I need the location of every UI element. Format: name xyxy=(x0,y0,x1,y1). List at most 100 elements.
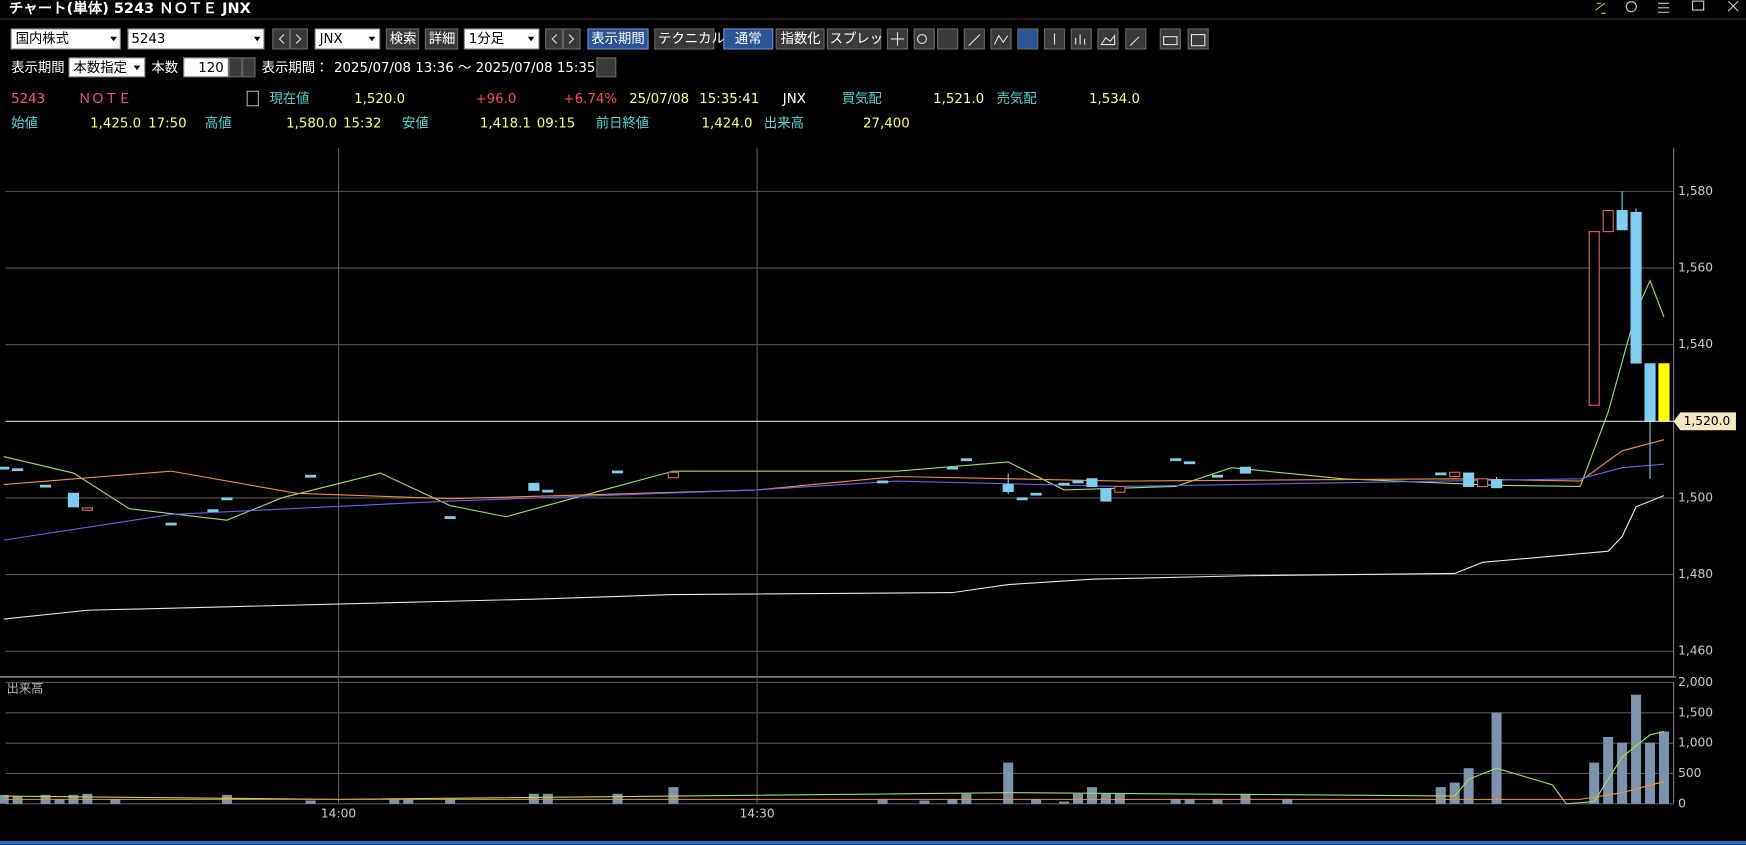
indicator-line xyxy=(3,781,1665,800)
change-value: +96.0 xyxy=(475,92,516,107)
volume-bar xyxy=(1170,799,1181,804)
volume-bar xyxy=(1086,787,1097,804)
interval-select[interactable] xyxy=(463,28,540,50)
high-label: 高値 xyxy=(205,115,232,132)
volume-bar xyxy=(1003,762,1014,804)
candle-body xyxy=(1630,211,1642,364)
volume-bar xyxy=(1491,712,1502,804)
spread-button-text[interactable]: スプレッド xyxy=(830,31,897,47)
range-label: 表示期間： xyxy=(262,60,329,76)
volume-bar xyxy=(1603,737,1614,804)
volume-bar xyxy=(1463,768,1474,804)
toolbar: 国内株式 5243 JNX 検索 詳細 1分足 表示期間 テクニカル 通常 指数… xyxy=(10,28,1209,50)
volume-value: 27,400 xyxy=(863,117,910,132)
search-icon[interactable] xyxy=(1625,1,1637,13)
interval-select-text[interactable]: 1分足 xyxy=(469,31,504,47)
volume-bar xyxy=(445,799,456,804)
mode-select[interactable] xyxy=(68,57,146,78)
normal-button-text[interactable]: 通常 xyxy=(735,31,762,47)
prev-button[interactable] xyxy=(545,28,563,50)
y-tick-label: 1,460 xyxy=(1678,644,1713,658)
candle-body xyxy=(305,474,317,478)
candle-body xyxy=(960,458,972,462)
volume-bar xyxy=(877,799,888,804)
indexed-button[interactable] xyxy=(775,28,825,50)
volume-bar xyxy=(1100,793,1111,804)
candle-body xyxy=(542,489,554,493)
volume-bar xyxy=(1645,742,1656,804)
market-select-text[interactable]: 国内株式 xyxy=(16,31,69,47)
market-select[interactable] xyxy=(10,28,121,50)
code-input[interactable] xyxy=(127,28,265,50)
dropdown-arrow xyxy=(110,36,117,42)
period-button-text[interactable]: 表示期間 xyxy=(591,31,644,47)
volume-bar xyxy=(961,793,972,804)
volume-bar xyxy=(1240,793,1251,804)
high-time: 15:32 xyxy=(343,117,382,132)
candle-body xyxy=(877,480,889,484)
volume-bar xyxy=(54,799,65,804)
volume-bar xyxy=(612,793,623,804)
detail-button-text[interactable]: 詳細 xyxy=(429,31,456,47)
close-icon[interactable] xyxy=(1727,0,1739,12)
search-button[interactable] xyxy=(385,28,420,50)
restore-icon[interactable] xyxy=(1691,0,1705,11)
tool-button[interactable] xyxy=(913,28,935,50)
prev-button[interactable] xyxy=(272,28,291,50)
change-pct: +6.74% xyxy=(563,92,617,107)
menu-icon[interactable] xyxy=(1658,2,1670,13)
tool-icons[interactable] xyxy=(886,28,1209,50)
memo-icon[interactable] xyxy=(246,90,259,107)
tool-button[interactable] xyxy=(963,28,985,50)
count-input[interactable] xyxy=(183,57,229,78)
tool-button[interactable] xyxy=(1070,28,1092,50)
window-title: チャート(単体) 5243 ＮＯＴＥ JNX xyxy=(9,0,251,17)
detail-button[interactable] xyxy=(424,28,459,50)
spin-down[interactable] xyxy=(228,57,243,78)
candle-body xyxy=(39,484,52,488)
next-button[interactable] xyxy=(290,28,308,50)
candle-body xyxy=(1100,488,1112,502)
code-input-text[interactable]: 5243 xyxy=(131,32,165,47)
mode-select-text[interactable]: 本数指定 xyxy=(73,60,126,76)
volume-bar xyxy=(389,799,400,804)
next-button[interactable] xyxy=(562,28,581,50)
link-icon[interactable] xyxy=(1595,2,1606,14)
return-button[interactable] xyxy=(596,57,617,78)
tool-button[interactable] xyxy=(1017,28,1039,50)
period-label: 表示期間 xyxy=(11,60,64,76)
tool-button[interactable] xyxy=(1125,28,1147,50)
period-button[interactable] xyxy=(587,28,649,50)
technical-button-text[interactable]: テクニカル xyxy=(658,31,725,47)
low-label: 安値 xyxy=(402,116,429,132)
search-button-text[interactable]: 検索 xyxy=(390,31,417,47)
candle-body xyxy=(165,522,177,526)
candle-body xyxy=(81,507,93,511)
exchange-select[interactable] xyxy=(314,28,381,50)
current-value: 1,520.0 xyxy=(354,92,405,107)
prev-label: 前日終値 xyxy=(596,115,649,132)
indicator-line xyxy=(3,463,1665,541)
volume-bar xyxy=(1282,799,1293,804)
candle-body xyxy=(1477,478,1489,488)
y-tick-label: 1,000 xyxy=(1678,736,1713,750)
spin-up[interactable] xyxy=(242,57,256,78)
candle-body xyxy=(1030,492,1042,496)
technical-button[interactable] xyxy=(654,28,715,50)
spread-button[interactable] xyxy=(826,28,882,50)
exchange-select-text[interactable]: JNX xyxy=(319,32,343,47)
count-input-text[interactable]: 120 xyxy=(198,61,224,76)
plot-area: 14:00 14:30 1,460 1,480 1,500 1,540 1,560 1,580… xyxy=(0,148,1736,820)
tool-button[interactable] xyxy=(937,28,959,50)
candle-body xyxy=(0,466,10,470)
indicator-line xyxy=(3,730,1665,805)
window-icons[interactable] xyxy=(1595,0,1739,14)
indexed-button-text[interactable]: 指数化 xyxy=(781,31,821,47)
volume-bar xyxy=(1631,694,1642,804)
normal-button[interactable] xyxy=(723,28,774,50)
volume-bar xyxy=(1072,793,1083,804)
indicator-line xyxy=(3,279,1665,521)
candle-body xyxy=(667,471,679,479)
